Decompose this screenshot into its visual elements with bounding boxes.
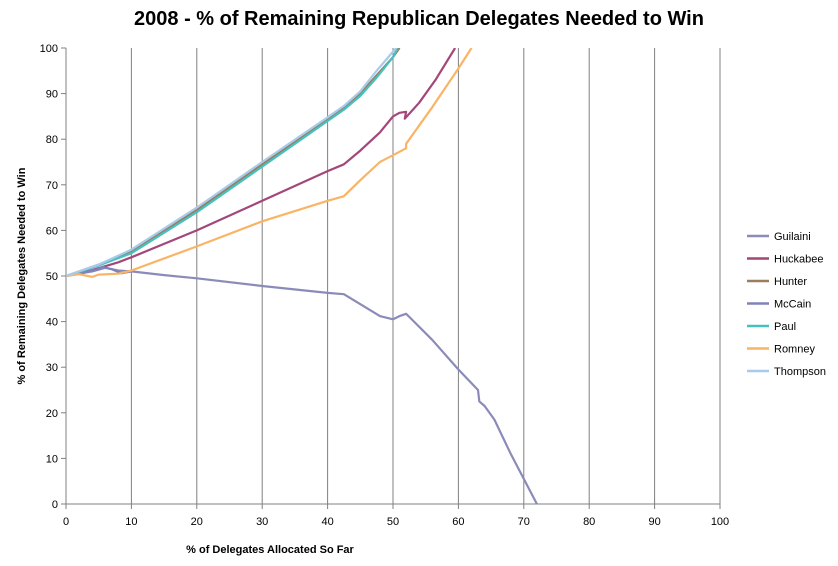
y-tick-label: 30 — [46, 362, 58, 374]
x-tick-label: 0 — [63, 516, 69, 528]
y-axis-label: % of Remaining Delegates Needed to Win — [16, 167, 28, 384]
x-tick-label: 100 — [711, 516, 729, 528]
series-line — [66, 48, 399, 278]
legend-label: Hunter — [774, 276, 807, 288]
y-tick-label: 20 — [46, 408, 58, 420]
x-tick-label: 20 — [191, 516, 203, 528]
y-tick-label: 80 — [46, 134, 58, 146]
x-tick-label: 40 — [321, 516, 333, 528]
y-tick-label: 0 — [52, 499, 58, 511]
x-tick-label: 30 — [256, 516, 268, 528]
legend-label: Paul — [774, 321, 796, 333]
x-tick-label: 60 — [452, 516, 464, 528]
x-tick-label: 10 — [125, 516, 137, 528]
x-tick-label: 50 — [387, 516, 399, 528]
y-tick-label: 70 — [46, 180, 58, 192]
legend-label: Guilaini — [774, 231, 811, 243]
series-line — [66, 48, 398, 278]
legend-label: Thompson — [774, 366, 826, 378]
chart-title: 2008 - % of Remaining Republican Delegat… — [134, 8, 704, 30]
series-line — [66, 48, 457, 278]
y-tick-label: 90 — [46, 89, 58, 101]
y-tick-label: 10 — [46, 453, 58, 465]
series-line — [66, 266, 538, 504]
y-tick-label: 40 — [46, 317, 58, 329]
y-tick-label: 50 — [46, 271, 58, 283]
series-line — [66, 48, 401, 278]
series-line — [66, 48, 473, 278]
y-tick-label: 60 — [46, 225, 58, 237]
x-tick-label: 90 — [648, 516, 660, 528]
legend-label: Romney — [774, 344, 815, 356]
x-tick-label: 70 — [518, 516, 530, 528]
x-tick-label: 80 — [583, 516, 595, 528]
legend-label: Huckabee — [774, 254, 824, 266]
legend-label: McCain — [774, 299, 811, 311]
y-tick-label: 100 — [40, 43, 58, 55]
x-axis-label: % of Delegates Allocated So Far — [186, 544, 354, 556]
